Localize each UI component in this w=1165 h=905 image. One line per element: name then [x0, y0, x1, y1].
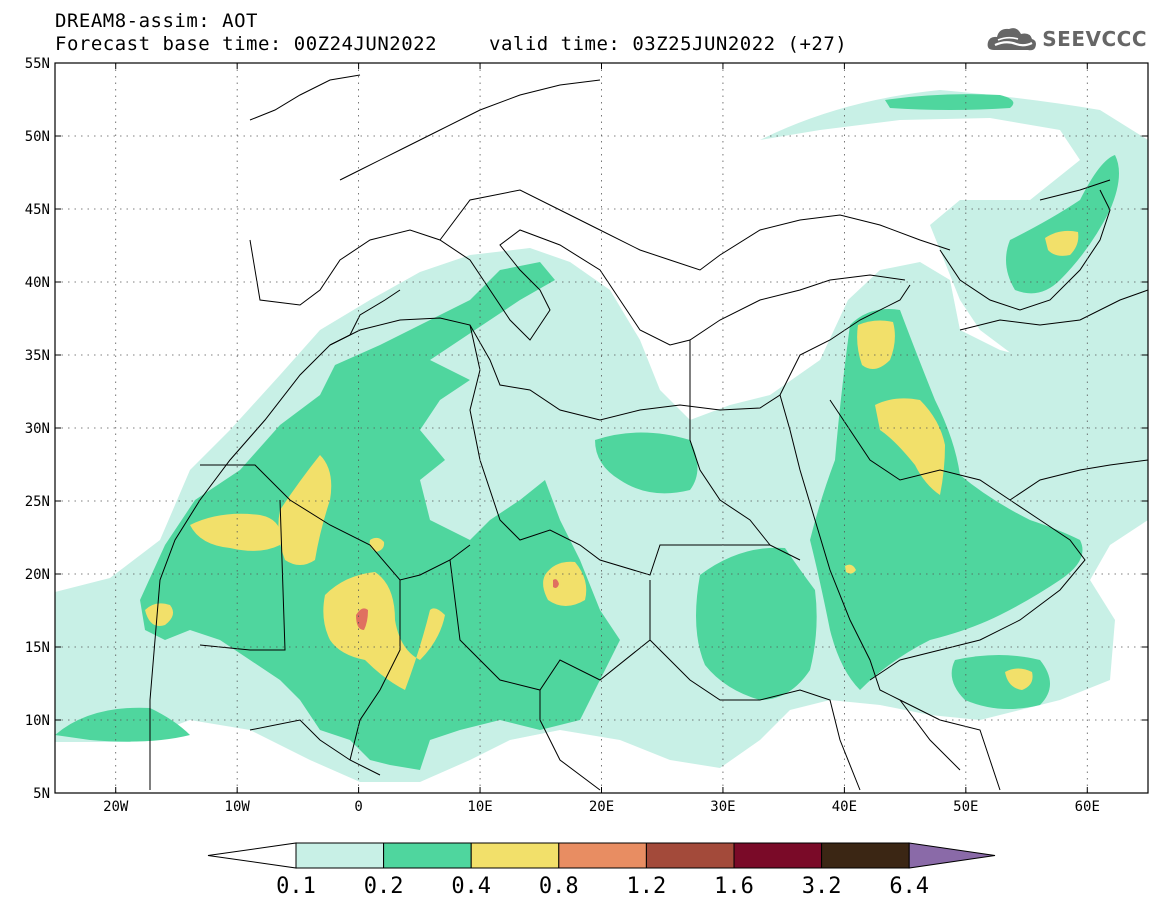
lon-tick-label: 30E	[710, 799, 735, 815]
aot-band-0.8-1.2	[356, 579, 559, 630]
lon-tick-label: 40E	[832, 799, 857, 815]
aot-field	[55, 74, 1148, 791]
lat-tick-label: 10N	[25, 713, 50, 729]
coastlines	[149, 74, 1148, 791]
colorbar-segment	[383, 842, 472, 869]
lat-tick-label: 35N	[25, 348, 50, 364]
lat-tick-label: 5N	[33, 786, 50, 802]
colorbar-label: 1.2	[627, 874, 667, 899]
lat-tick-label: 50N	[25, 129, 50, 145]
colorbar-label: 3.2	[802, 874, 842, 899]
colorbar-segment	[821, 842, 910, 869]
cloud-logo-icon	[987, 28, 1037, 51]
seevccc-logo: SEEVCCC	[986, 24, 1147, 54]
logo-text: SEEVCCC	[1042, 27, 1147, 51]
colorbar-segment	[295, 842, 385, 869]
aot-band-0.2-0.4	[55, 94, 1119, 770]
colorbar-segment	[558, 842, 647, 869]
valid-time: valid time: 03Z25JUN2022 (+27)	[489, 33, 848, 55]
lat-tick-label: 15N	[25, 640, 50, 656]
colorbar-label: 1.6	[714, 874, 754, 899]
colorbar-label: 0.2	[364, 874, 404, 899]
lon-tick-label: 10W	[225, 799, 251, 815]
lon-tick-label: 10E	[467, 799, 492, 815]
colorbar-label: 0.8	[539, 874, 579, 899]
map-subtitle: Forecast base time: 00Z24JUN2022 valid ti…	[55, 33, 847, 55]
colorbar-segment	[470, 842, 560, 869]
colorbar-segment	[733, 842, 823, 869]
colorbar-segment	[645, 842, 735, 869]
colorbar-label: 6.4	[889, 874, 929, 899]
lon-tick-label: 50E	[953, 799, 978, 815]
aot-band-0.4-0.8	[145, 230, 1079, 690]
colorbar-label: 0.1	[276, 874, 316, 899]
lon-tick-label: 60E	[1075, 799, 1100, 815]
lat-tick-label: 20N	[25, 567, 50, 583]
lat-tick-label: 30N	[25, 421, 50, 437]
aot-colorbar: 0.1 0.2 0.4 0.8 1.2 1.6 3.2 6.4	[207, 842, 996, 899]
lat-tick-label: 40N	[25, 275, 50, 291]
colorbar-label: 0.4	[451, 874, 491, 899]
lat-tick-label: 25N	[25, 494, 50, 510]
lon-tick-label: 20E	[589, 799, 614, 815]
forecast-base-time: Forecast base time: 00Z24JUN2022	[55, 33, 438, 55]
colorbar-max-extension	[908, 842, 996, 869]
map-title: DREAM8-assim: AOT	[55, 10, 258, 32]
lat-tick-label: 55N	[25, 56, 50, 72]
map-axes: 20W 10W 0 10E 20E 30E 40E 50E 60E 5N 10N 15N 20N 25N 3…	[25, 56, 1148, 815]
lon-tick-label: 0	[354, 799, 362, 815]
lat-tick-label: 45N	[25, 202, 50, 218]
lon-tick-label: 20W	[103, 799, 129, 815]
colorbar-min-extension	[207, 842, 297, 869]
